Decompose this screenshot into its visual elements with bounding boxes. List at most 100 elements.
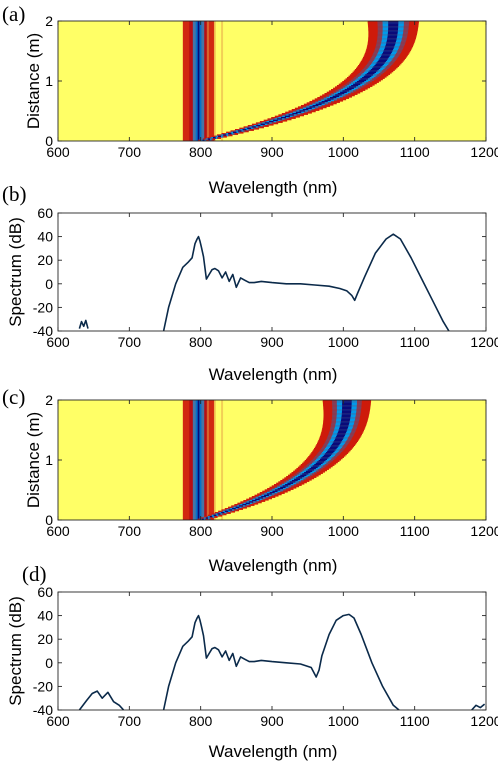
soliton-trace — [237, 130, 242, 133]
soliton-trace — [342, 90, 350, 93]
heatmap-background — [58, 400, 486, 520]
soliton-trace — [336, 434, 345, 437]
soliton-trace — [383, 50, 393, 53]
soliton-trace — [321, 101, 328, 103]
x-tick-label: 700 — [118, 713, 142, 729]
soliton-trace — [223, 134, 227, 137]
soliton-trace — [314, 464, 321, 466]
soliton-trace — [385, 46, 395, 49]
soliton-trace — [356, 81, 365, 83]
soliton-trace — [387, 33, 398, 35]
spectrum-line — [162, 233, 450, 331]
soliton-trace — [315, 103, 322, 106]
panel-b-xlabel: Wavelength (nm) — [209, 365, 338, 384]
y-tick-label: 40 — [37, 229, 53, 245]
soliton-trace — [386, 41, 396, 43]
pump-band — [197, 400, 200, 520]
soliton-trace — [339, 428, 348, 430]
soliton-trace — [224, 510, 229, 513]
x-tick-label: 1000 — [328, 144, 359, 160]
soliton-trace — [291, 480, 298, 482]
soliton-trace — [360, 78, 368, 81]
soliton-trace — [381, 54, 391, 57]
y-tick-label: 1 — [45, 73, 53, 89]
y-tick-label: 60 — [37, 205, 53, 221]
plot-background — [58, 592, 486, 710]
panel-b-ylabel: Spectrum (dB) — [6, 217, 25, 327]
soliton-trace — [326, 452, 334, 454]
soliton-trace — [342, 408, 352, 410]
plot-background — [58, 213, 486, 331]
soliton-trace — [264, 122, 270, 125]
x-tick-label: 600 — [46, 334, 70, 350]
heatmap-cells — [58, 400, 486, 520]
y-tick-label: 2 — [45, 13, 53, 29]
dispersive-wave-line — [213, 400, 216, 520]
x-tick-label: 1000 — [328, 523, 359, 539]
soliton-trace — [340, 91, 347, 94]
soliton-trace — [317, 461, 325, 464]
soliton-trace — [248, 501, 254, 504]
soliton-trace — [292, 113, 298, 115]
soliton-trace — [280, 486, 286, 489]
soliton-trace — [242, 504, 247, 506]
soliton-trace — [205, 517, 209, 520]
soliton-trace — [344, 89, 352, 91]
soliton-trace — [282, 485, 289, 488]
soliton-trace — [385, 43, 396, 46]
soliton-trace — [340, 422, 350, 425]
soliton-trace — [304, 472, 311, 474]
soliton-trace — [261, 496, 266, 498]
y-tick-label: 0 — [45, 655, 53, 671]
soliton-trace — [388, 26, 399, 29]
y-tick-label: 0 — [45, 276, 53, 292]
x-tick-label: 1200 — [470, 334, 498, 350]
soliton-trace — [298, 476, 305, 478]
soliton-trace — [342, 409, 352, 412]
soliton-trace — [376, 62, 385, 65]
soliton-trace — [334, 440, 343, 442]
soliton-trace — [299, 110, 305, 113]
soliton-trace — [296, 477, 303, 480]
x-tick-label: 1200 — [470, 713, 498, 729]
soliton-trace — [346, 87, 354, 90]
soliton-trace — [374, 65, 383, 67]
soliton-trace — [318, 102, 325, 105]
soliton-trace — [312, 105, 319, 107]
soliton-trace — [378, 59, 387, 62]
y-tick-label: 0 — [45, 133, 53, 149]
spectrum-line — [78, 319, 89, 329]
soliton-trace — [342, 402, 352, 405]
soliton-trace — [269, 492, 275, 494]
x-tick-label: 900 — [260, 713, 284, 729]
soliton-trace — [339, 426, 349, 429]
x-tick-label: 800 — [189, 334, 213, 350]
panel-d-label: (d) — [22, 562, 47, 586]
panel-d-xlabel: Wavelength (nm) — [209, 742, 338, 761]
soliton-trace — [388, 27, 399, 30]
soliton-trace — [294, 478, 300, 481]
soliton-trace — [309, 468, 316, 470]
y-tick-label: 20 — [37, 631, 53, 647]
soliton-trace — [306, 107, 312, 110]
soliton-trace — [233, 131, 237, 134]
soliton-trace — [213, 514, 217, 517]
soliton-trace — [351, 85, 359, 87]
y-tick-label: 20 — [37, 252, 53, 268]
soliton-trace — [375, 63, 384, 66]
soliton-trace — [338, 429, 348, 432]
soliton-trace — [327, 98, 334, 101]
soliton-trace — [340, 424, 349, 426]
soliton-trace — [372, 67, 381, 70]
x-tick-label: 1100 — [400, 144, 430, 160]
soliton-trace — [370, 69, 379, 71]
soliton-trace — [358, 79, 367, 82]
soliton-trace — [235, 506, 240, 509]
soliton-trace — [366, 73, 375, 75]
soliton-trace — [388, 30, 398, 33]
soliton-trace — [232, 508, 236, 510]
y-tick-label: 2 — [45, 392, 53, 408]
soliton-trace — [218, 135, 222, 138]
soliton-trace — [335, 437, 344, 440]
pump-band — [197, 21, 200, 141]
